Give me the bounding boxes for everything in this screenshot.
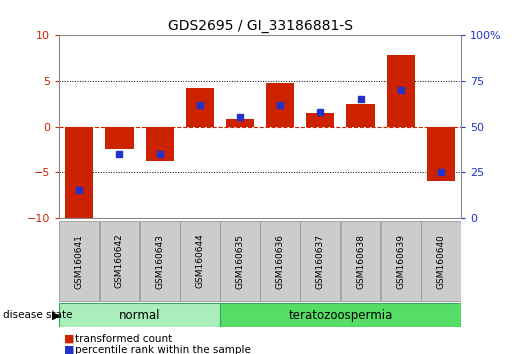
Bar <box>186 88 214 127</box>
Text: teratozoospermia: teratozoospermia <box>288 309 392 322</box>
Text: GSM160644: GSM160644 <box>195 234 204 289</box>
Bar <box>340 221 381 301</box>
Text: GSM160641: GSM160641 <box>75 234 84 289</box>
Bar <box>300 221 340 301</box>
Text: GSM160638: GSM160638 <box>356 234 365 289</box>
Bar <box>146 127 174 161</box>
Text: GSM160639: GSM160639 <box>396 234 405 289</box>
Bar <box>260 221 300 301</box>
Bar <box>421 221 461 301</box>
Title: GDS2695 / GI_33186881-S: GDS2695 / GI_33186881-S <box>167 19 353 33</box>
Text: normal: normal <box>119 309 160 322</box>
Text: GSM160642: GSM160642 <box>115 234 124 289</box>
Bar <box>381 221 421 301</box>
Bar <box>59 303 220 327</box>
Bar <box>65 127 93 222</box>
Text: GSM160637: GSM160637 <box>316 234 325 289</box>
Text: ■: ■ <box>64 345 75 354</box>
Text: percentile rank within the sample: percentile rank within the sample <box>75 345 251 354</box>
Text: ■: ■ <box>64 334 75 344</box>
Bar <box>226 119 254 127</box>
Text: transformed count: transformed count <box>75 334 172 344</box>
Bar <box>99 221 140 301</box>
Text: GSM160635: GSM160635 <box>235 234 245 289</box>
Text: GSM160640: GSM160640 <box>436 234 445 289</box>
Bar <box>266 83 294 127</box>
Bar <box>387 56 415 127</box>
Text: ▶: ▶ <box>52 310 60 320</box>
Text: GSM160636: GSM160636 <box>276 234 285 289</box>
Bar <box>180 221 220 301</box>
Bar <box>106 127 133 149</box>
Text: disease state: disease state <box>3 310 72 320</box>
Bar <box>347 104 374 127</box>
Bar <box>59 221 99 301</box>
Text: GSM160643: GSM160643 <box>155 234 164 289</box>
Bar <box>220 303 461 327</box>
Bar <box>427 127 455 181</box>
Bar <box>140 221 180 301</box>
Bar <box>220 221 260 301</box>
Bar <box>306 113 334 127</box>
